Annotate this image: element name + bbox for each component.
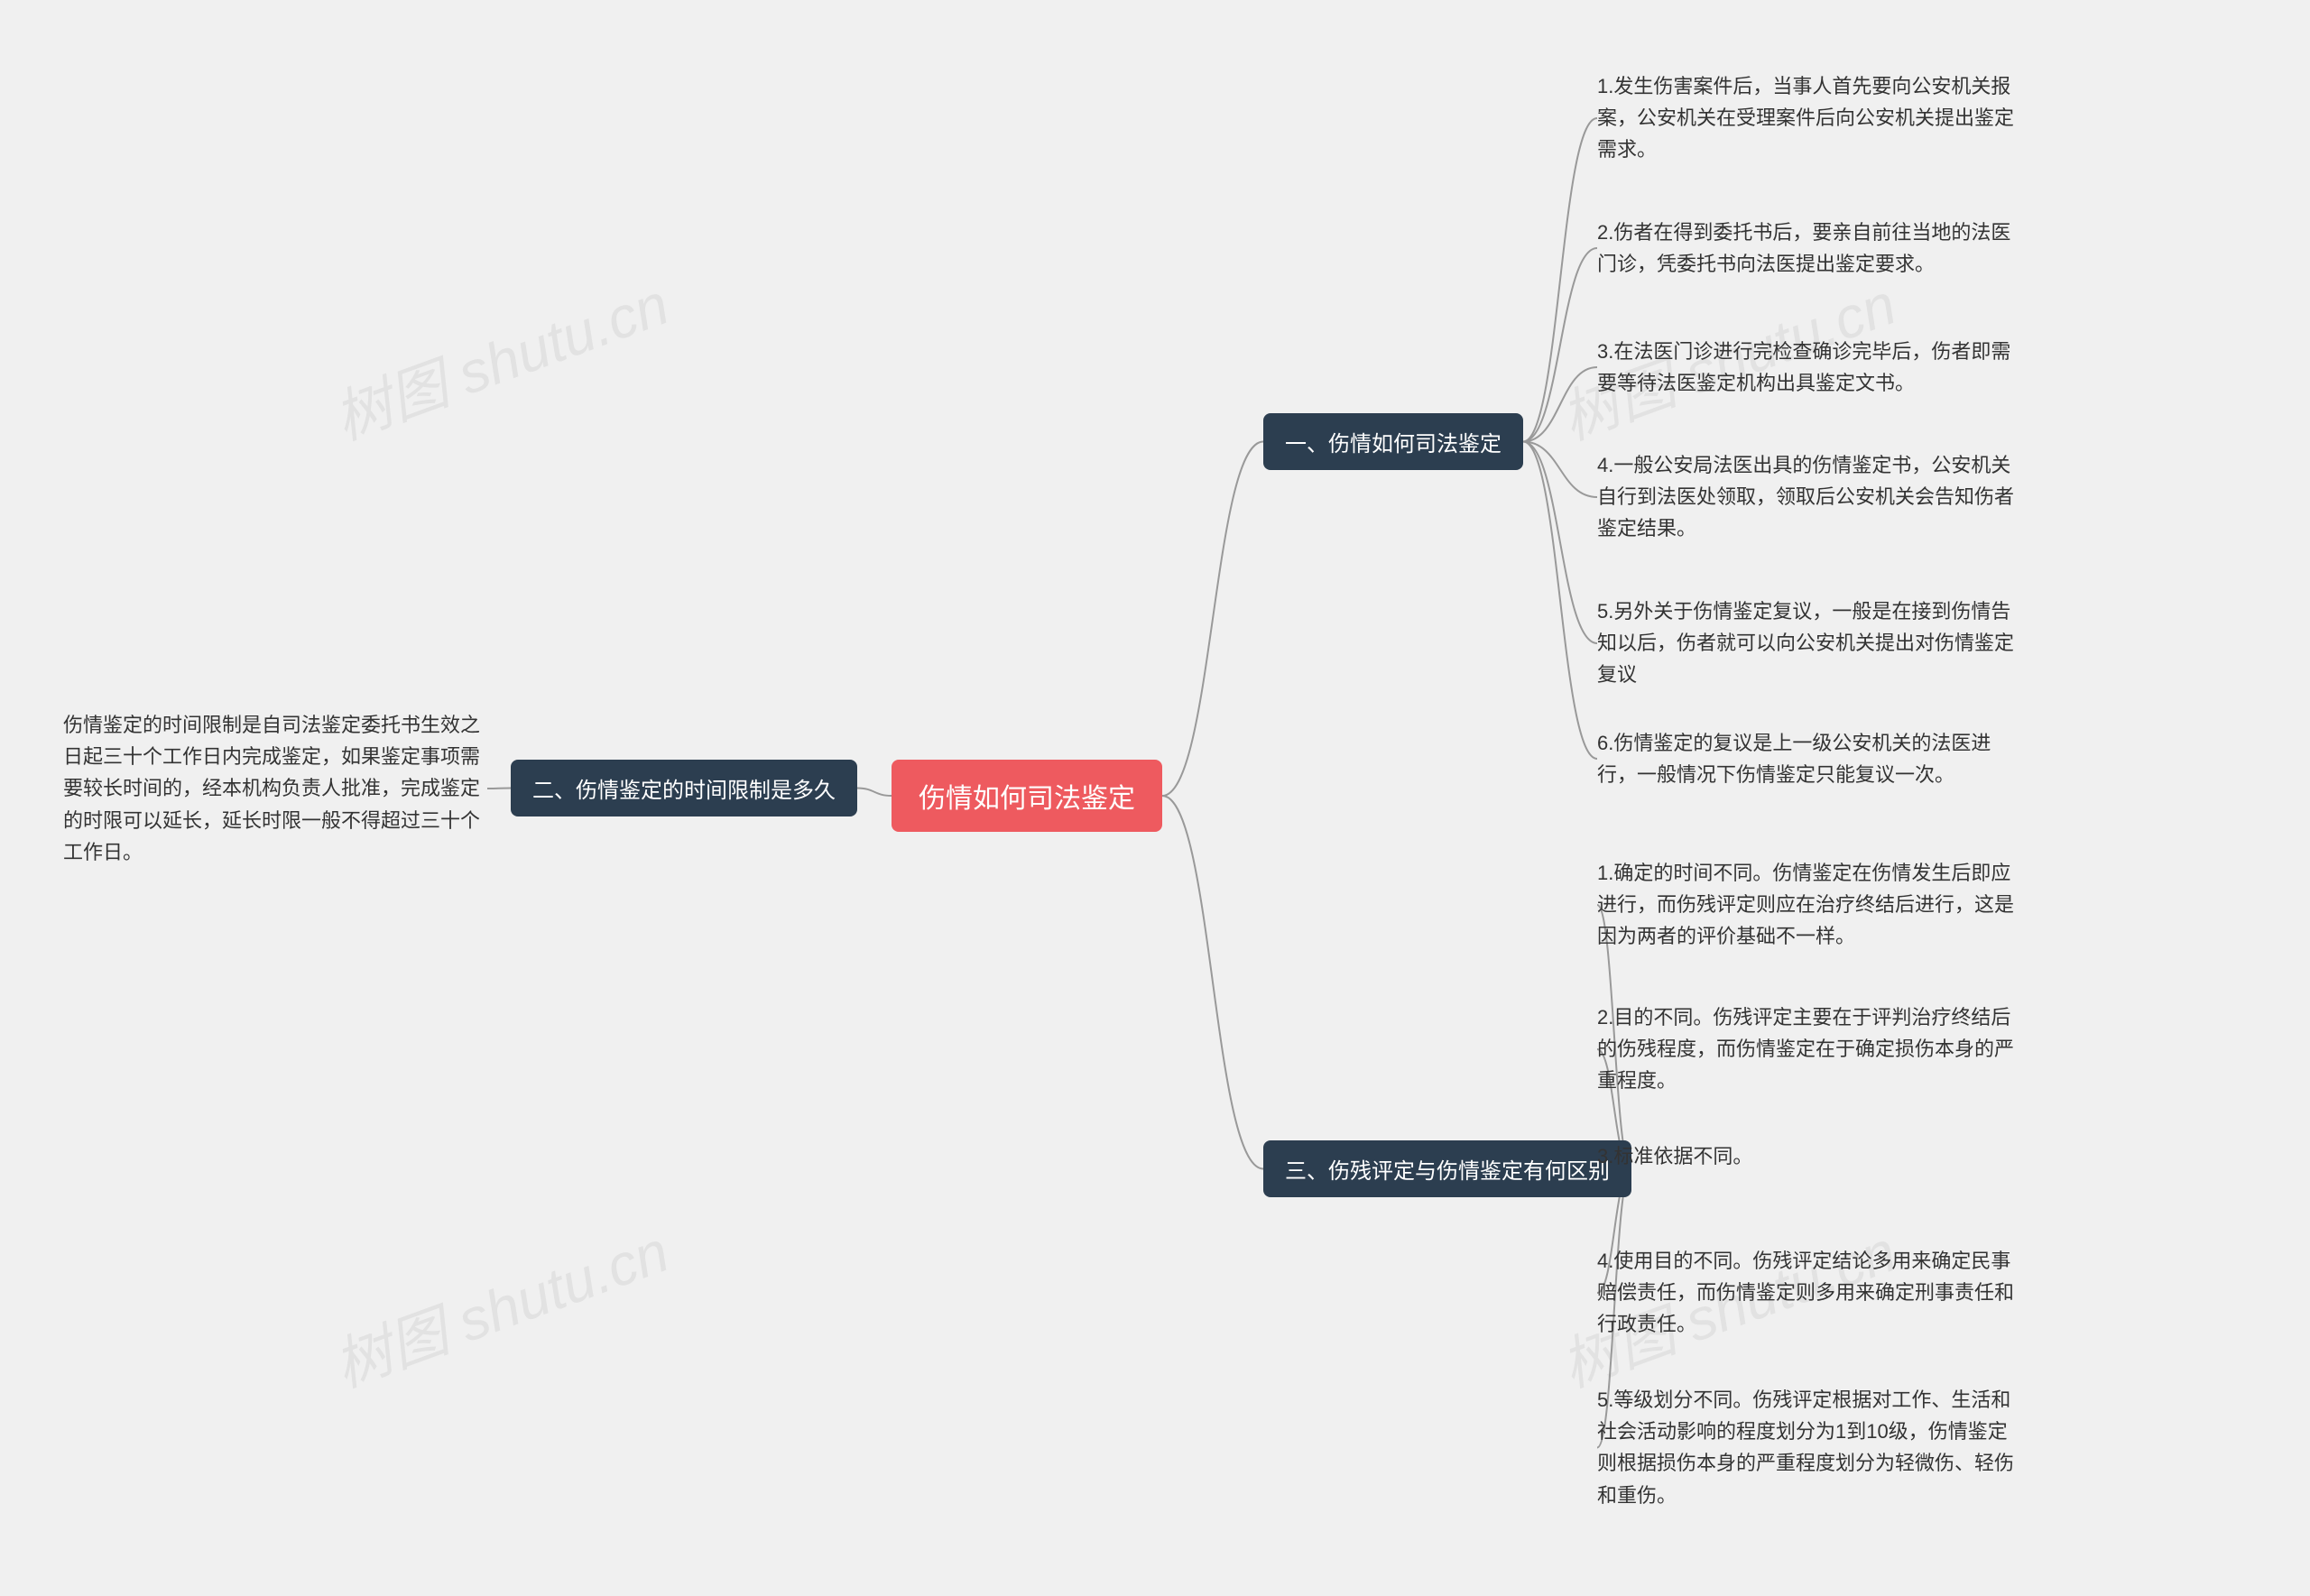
branch-node-3[interactable]: 三、伤残评定与伤情鉴定有何区别 — [1263, 1140, 1631, 1197]
leaf-node: 5.等级划分不同。伤残评定根据对工作、生活和社会活动影响的程度划分为1到10级，… — [1597, 1384, 2021, 1511]
leaf-node: 伤情鉴定的时间限制是自司法鉴定委托书生效之日起三十个工作日内完成鉴定，如果鉴定事… — [63, 709, 487, 868]
leaf-node: 3.标准依据不同。 — [1597, 1140, 1752, 1172]
leaf-node: 2.目的不同。伤残评定主要在于评判治疗终结后的伤残程度，而伤情鉴定在于确定损伤本… — [1597, 1001, 2021, 1097]
watermark: 树图 shutu.cn — [321, 258, 679, 456]
branch-node-1[interactable]: 一、伤情如何司法鉴定 — [1263, 413, 1523, 470]
mindmap-canvas: 树图 shutu.cn 树图 shutu.cn 树图 shutu.cn 树图 s… — [0, 0, 2310, 1596]
leaf-node: 4.使用目的不同。伤残评定结论多用来确定民事赔偿责任，而伤情鉴定则多用来确定刑事… — [1597, 1245, 2021, 1341]
leaf-node: 6.伤情鉴定的复议是上一级公安机关的法医进行，一般情况下伤情鉴定只能复议一次。 — [1597, 727, 2021, 790]
leaf-node: 2.伤者在得到委托书后，要亲自前往当地的法医门诊，凭委托书向法医提出鉴定要求。 — [1597, 217, 2021, 280]
leaf-node: 4.一般公安局法医出具的伤情鉴定书，公安机关自行到法医处领取，领取后公安机关会告… — [1597, 449, 2021, 545]
watermark: 树图 shutu.cn — [321, 1205, 679, 1403]
root-node[interactable]: 伤情如何司法鉴定 — [892, 760, 1162, 832]
leaf-node: 1.发生伤害案件后，当事人首先要向公安机关报案，公安机关在受理案件后向公安机关提… — [1597, 70, 2021, 166]
leaf-node: 1.确定的时间不同。伤情鉴定在伤情发生后即应进行，而伤残评定则应在治疗终结后进行… — [1597, 857, 2021, 953]
leaf-node: 3.在法医门诊进行完检查确诊完毕后，伤者即需要等待法医鉴定机构出具鉴定文书。 — [1597, 336, 2021, 399]
leaf-node: 5.另外关于伤情鉴定复议，一般是在接到伤情告知以后，伤者就可以向公安机关提出对伤… — [1597, 595, 2021, 691]
branch-node-2[interactable]: 二、伤情鉴定的时间限制是多久 — [511, 760, 857, 816]
